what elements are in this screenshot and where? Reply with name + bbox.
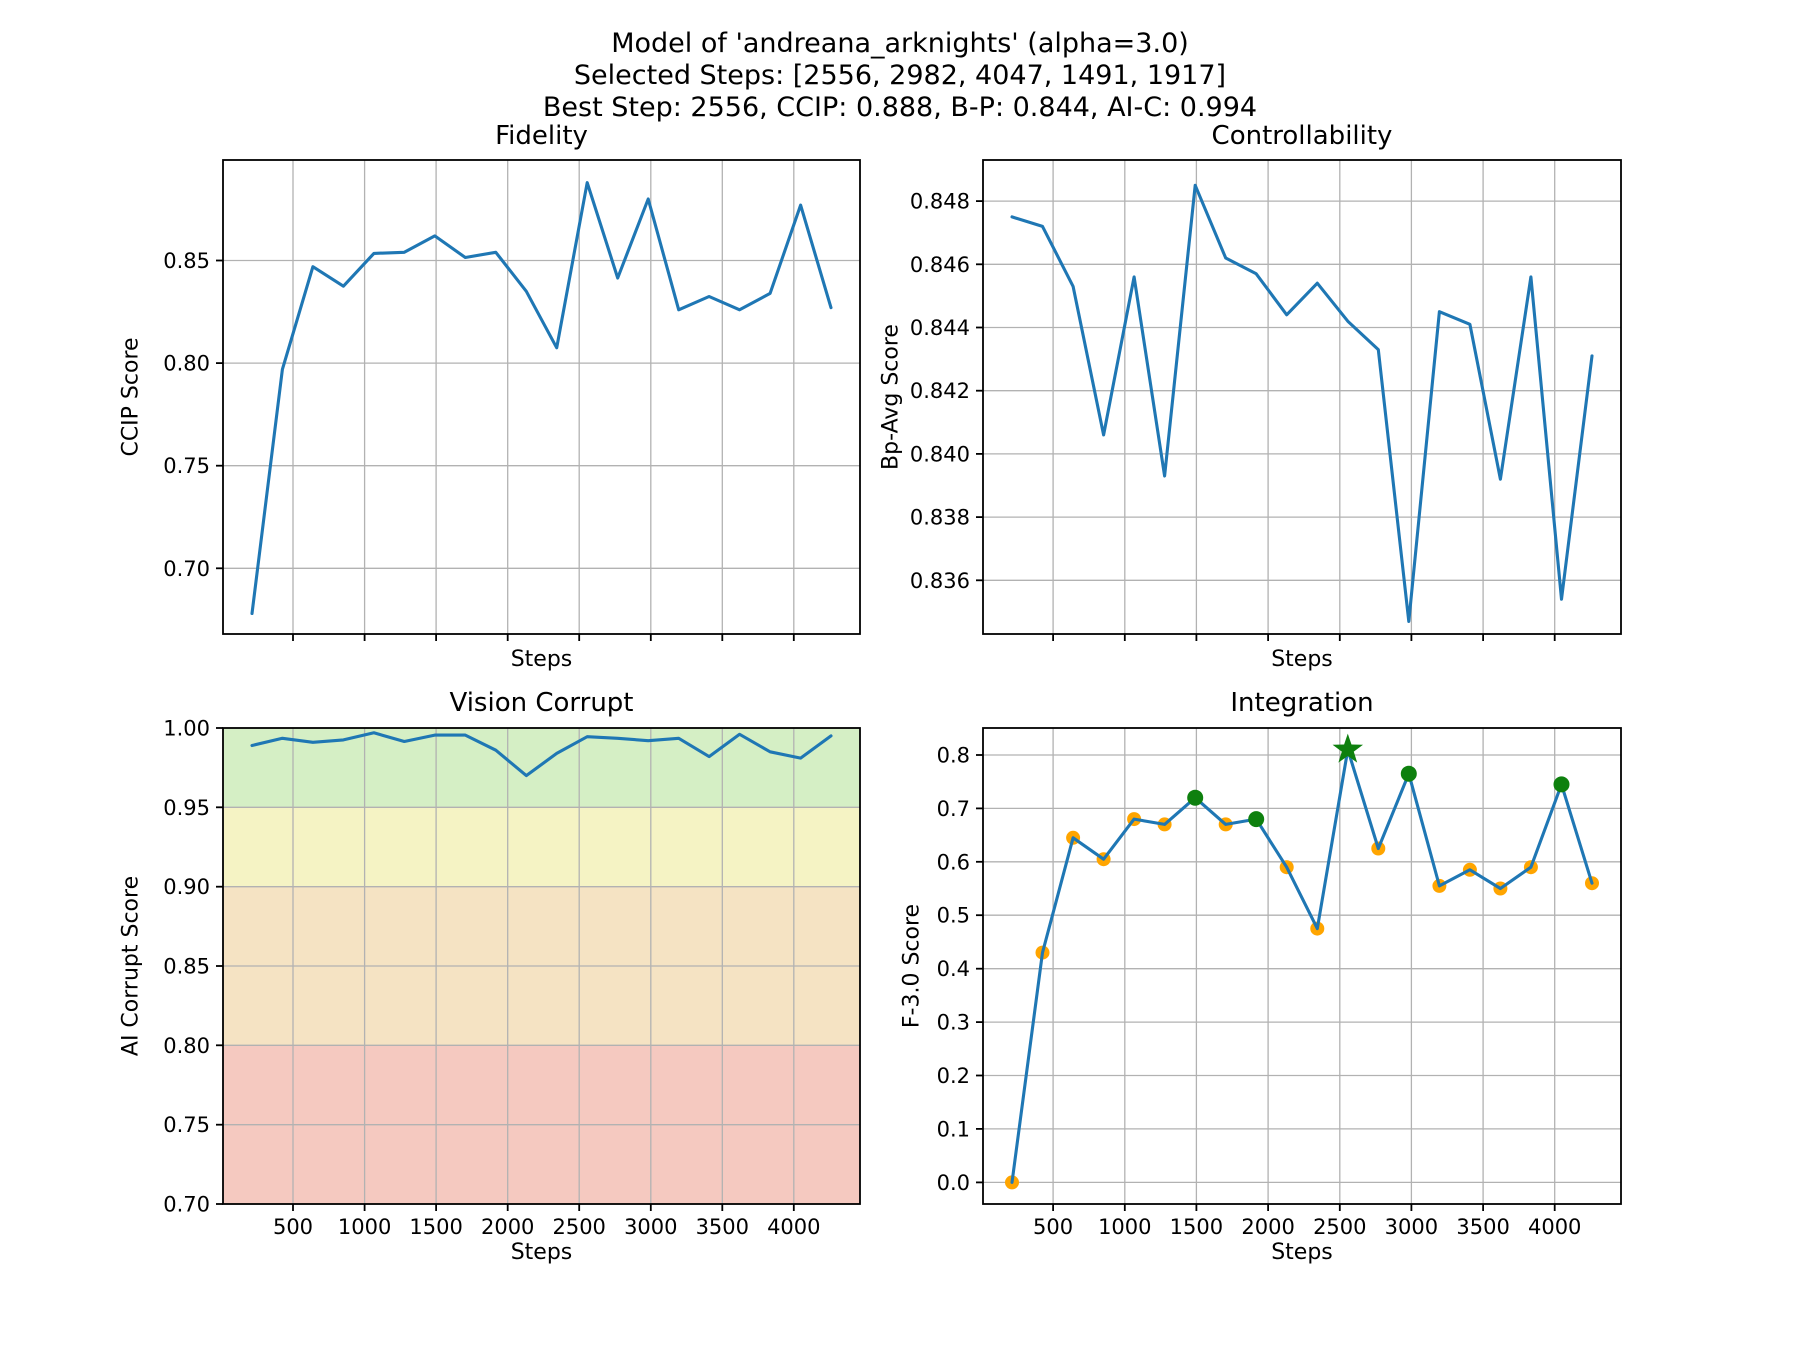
y-tick-label: 0.85 <box>163 249 210 273</box>
selected-step-marker <box>1187 789 1204 806</box>
vision-corrupt-ylabel: AI Corrupt Score <box>118 875 144 1057</box>
y-tick-label: 0.840 <box>910 442 970 466</box>
y-tick-label: 0.836 <box>910 569 970 593</box>
vision-chart-svg: 500 1000 1500 2000 2500 3000 3500 4000 0.70 0.75 0… <box>163 717 861 1239</box>
y-tick-label: 0.8 <box>937 744 970 768</box>
y-tick-label: 0.75 <box>163 454 210 478</box>
y-tick-label: 0.90 <box>163 875 210 899</box>
selected-step-marker <box>1553 776 1570 793</box>
y-tick-label: 0.95 <box>163 796 210 820</box>
integration-xlabel: Steps <box>1271 1240 1333 1265</box>
integration-chart-svg: 500 1000 1500 2000 2500 3000 3500 4000 0.0 0.1 0.2… <box>937 727 1622 1239</box>
y-tick-label: 0.4 <box>937 957 970 981</box>
y-tick-label: 0.5 <box>937 904 970 928</box>
controllability-title: Controllability <box>1211 121 1393 151</box>
integration-title: Integration <box>1230 688 1374 718</box>
y-tick-label: 0.842 <box>910 379 970 403</box>
x-tick-label: 500 <box>273 1215 313 1239</box>
x-tick-label: 2500 <box>552 1215 605 1239</box>
x-tick-label: 2000 <box>481 1215 534 1239</box>
controllability-chart-svg: 0.836 0.838 0.840 0.842 0.844 0.846 0.848 <box>910 159 1622 641</box>
controllability-line <box>1010 183 1594 623</box>
integration-ylabel: F-3.0 Score <box>899 903 925 1029</box>
y-tick-label: 0.75 <box>163 1113 210 1137</box>
x-tick-label: 1500 <box>1170 1215 1223 1239</box>
fidelity-title: Fidelity <box>495 121 588 151</box>
y-tick-label: 0.70 <box>163 557 210 581</box>
controllability-xlabel: Steps <box>1271 647 1333 672</box>
axes-spines <box>222 727 861 1205</box>
vision-band <box>223 807 860 887</box>
axes-spines <box>982 727 1622 1205</box>
vision-corrupt-title: Vision Corrupt <box>449 688 634 718</box>
fidelity-xlabel: Steps <box>510 647 573 672</box>
y-tick-label: 0.844 <box>910 316 970 340</box>
x-tick-label: 3500 <box>696 1215 749 1239</box>
y-tick-label: 0.848 <box>910 190 970 214</box>
y-tick-label: 0.85 <box>163 955 210 979</box>
axes-spines <box>982 159 1622 635</box>
vision-corrupt-xlabel: Steps <box>510 1240 573 1265</box>
y-tick-label: 0.1 <box>937 1117 970 1141</box>
x-tick-label: 4000 <box>1528 1215 1581 1239</box>
figure-title-line-1: Model of 'andreana_arknights' (alpha=3.0… <box>611 28 1189 59</box>
controllability-plot-area: 0.836 0.838 0.840 0.842 0.844 0.846 0.848 <box>910 159 1622 641</box>
y-tick-label: 0.2 <box>937 1064 970 1088</box>
x-tick-label: 500 <box>1033 1215 1073 1239</box>
controllability-ylabel: Bp-Avg Score <box>878 324 904 470</box>
y-tick-label: 0.0 <box>937 1171 970 1195</box>
best-step-star-marker <box>1332 733 1364 763</box>
vision-line <box>250 731 833 778</box>
x-tick-label: 1500 <box>409 1215 462 1239</box>
figure-title-line-2: Selected Steps: [2556, 2982, 4047, 1491,… <box>573 60 1227 91</box>
fidelity-line <box>250 181 833 616</box>
integration-line <box>1010 748 1594 1184</box>
y-tick-label: 0.838 <box>910 506 970 530</box>
x-tick-label: 3000 <box>1385 1215 1438 1239</box>
x-tick-label: 1000 <box>1098 1215 1151 1239</box>
y-tick-label: 0.7 <box>937 797 970 821</box>
x-tick-label: 3000 <box>624 1215 677 1239</box>
x-tick-label: 3500 <box>1456 1215 1509 1239</box>
y-tick-label: 0.3 <box>937 1011 970 1035</box>
y-tick-label: 0.6 <box>937 850 970 874</box>
figure-title-line-3: Best Step: 2556, CCIP: 0.888, B-P: 0.844… <box>542 92 1258 123</box>
y-tick-label: 0.80 <box>163 352 210 376</box>
fidelity-ylabel: CCIP Score <box>118 337 144 457</box>
y-tick-label: 0.846 <box>910 253 970 277</box>
x-tick-label: 2500 <box>1313 1215 1366 1239</box>
y-tick-label: 1.00 <box>163 717 210 741</box>
y-tick-label: 0.70 <box>163 1193 210 1217</box>
fidelity-plot-area: 0.70 0.75 0.80 0.85 <box>163 159 861 641</box>
vision-corrupt-plot-area: 500 1000 1500 2000 2500 3000 3500 4000 0.70 0.75 0… <box>163 717 861 1239</box>
vision-band <box>223 728 860 808</box>
fidelity-chart-svg: 0.70 0.75 0.80 0.85 <box>163 159 861 641</box>
x-tick-label: 1000 <box>338 1215 391 1239</box>
integration-plot-area: 500 1000 1500 2000 2500 3000 3500 4000 0.0 0.1 0.2… <box>937 727 1622 1239</box>
y-tick-label: 0.80 <box>163 1034 210 1058</box>
axes-spines <box>222 159 861 635</box>
figure-title: Model of 'andreana_arknights' (alpha=3.0… <box>0 28 1800 124</box>
x-tick-label: 2000 <box>1241 1215 1294 1239</box>
selected-step-marker <box>1400 765 1417 782</box>
selected-step-marker <box>1248 811 1265 828</box>
x-tick-label: 4000 <box>767 1215 820 1239</box>
